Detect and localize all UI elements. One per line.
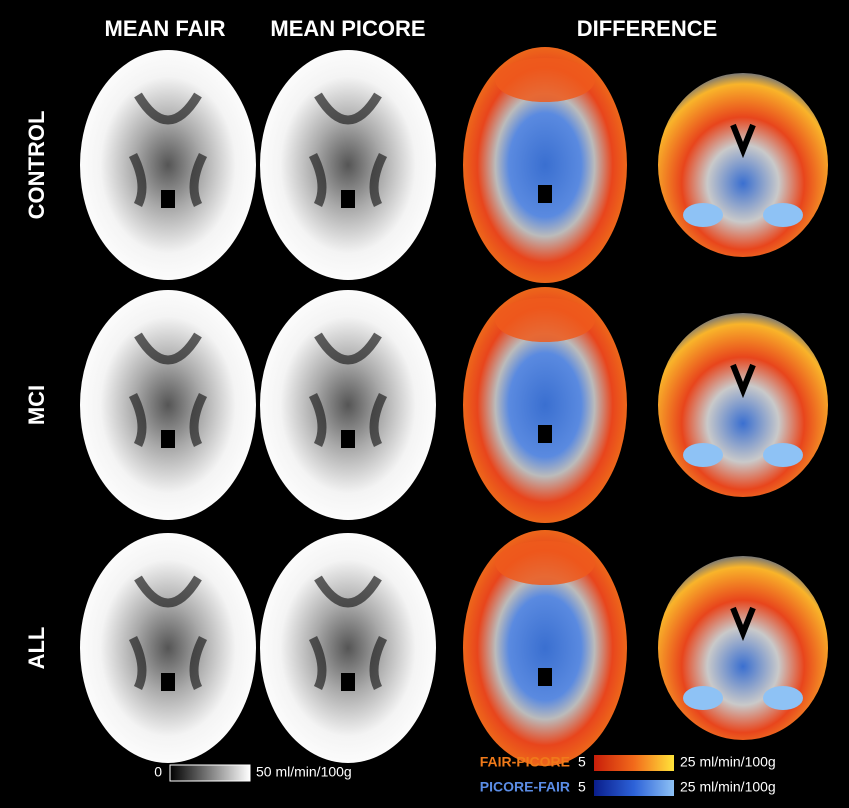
diff-frontal bbox=[495, 298, 595, 342]
brain-ventricle bbox=[538, 425, 552, 443]
scale-max: 50 ml/min/100g bbox=[256, 764, 352, 780]
coronal-temporal bbox=[683, 443, 723, 467]
mean-brain bbox=[260, 290, 436, 520]
gray-colorbar bbox=[169, 764, 251, 782]
legend-name: PICORE-FAIR bbox=[480, 779, 570, 795]
coronal-temporal bbox=[683, 203, 723, 227]
brain-structure bbox=[308, 92, 388, 208]
diff-frontal bbox=[495, 541, 595, 585]
brain-structure bbox=[128, 575, 208, 691]
brain-structure bbox=[308, 575, 388, 691]
difference-coronal bbox=[658, 313, 828, 497]
diff-frontal bbox=[495, 58, 595, 102]
brain-images bbox=[80, 47, 828, 766]
brain-structure bbox=[308, 332, 388, 448]
difference-coronal bbox=[658, 556, 828, 740]
mean-brain bbox=[260, 50, 436, 280]
brain-ventricle bbox=[341, 430, 355, 448]
warm-colorbar bbox=[594, 755, 674, 771]
coronal-temporal bbox=[763, 203, 803, 227]
mean-brain bbox=[260, 533, 436, 763]
mean-brain bbox=[80, 533, 256, 763]
column-header: DIFFERENCE bbox=[577, 16, 718, 41]
column-header: MEAN PICORE bbox=[270, 16, 425, 41]
difference-axial bbox=[463, 530, 627, 766]
legend-max: 25 ml/min/100g bbox=[680, 754, 776, 770]
row-label: MCI bbox=[24, 385, 49, 425]
column-header: MEAN FAIR bbox=[105, 16, 226, 41]
coronal-temporal bbox=[683, 686, 723, 710]
legend-min: 5 bbox=[578, 754, 586, 770]
scale-min: 0 bbox=[154, 764, 162, 780]
row-label: CONTROL bbox=[24, 111, 49, 220]
row-label: ALL bbox=[24, 627, 49, 670]
coronal-temporal bbox=[763, 443, 803, 467]
legend-max: 25 ml/min/100g bbox=[680, 779, 776, 795]
cool-colorbar bbox=[594, 780, 674, 796]
brain-ventricle bbox=[341, 190, 355, 208]
brain-ventricle bbox=[161, 430, 175, 448]
brain-ventricle bbox=[161, 190, 175, 208]
coronal-ventricles bbox=[730, 363, 756, 399]
mean-brain bbox=[80, 290, 256, 520]
difference-axial bbox=[463, 287, 627, 523]
legend-name: FAIR-PICORE bbox=[480, 754, 570, 770]
brain-ventricle bbox=[538, 185, 552, 203]
difference-axial bbox=[463, 47, 627, 283]
coronal-ventricles bbox=[730, 123, 756, 159]
brain-ventricle bbox=[341, 673, 355, 691]
coronal-ventricles bbox=[730, 606, 756, 642]
brain-ventricle bbox=[161, 673, 175, 691]
mean-brain bbox=[80, 50, 256, 280]
brain-ventricle bbox=[538, 668, 552, 686]
coronal-temporal bbox=[763, 686, 803, 710]
brain-structure bbox=[128, 92, 208, 208]
brain-structure bbox=[128, 332, 208, 448]
legend-min: 5 bbox=[578, 779, 586, 795]
difference-coronal bbox=[658, 73, 828, 257]
